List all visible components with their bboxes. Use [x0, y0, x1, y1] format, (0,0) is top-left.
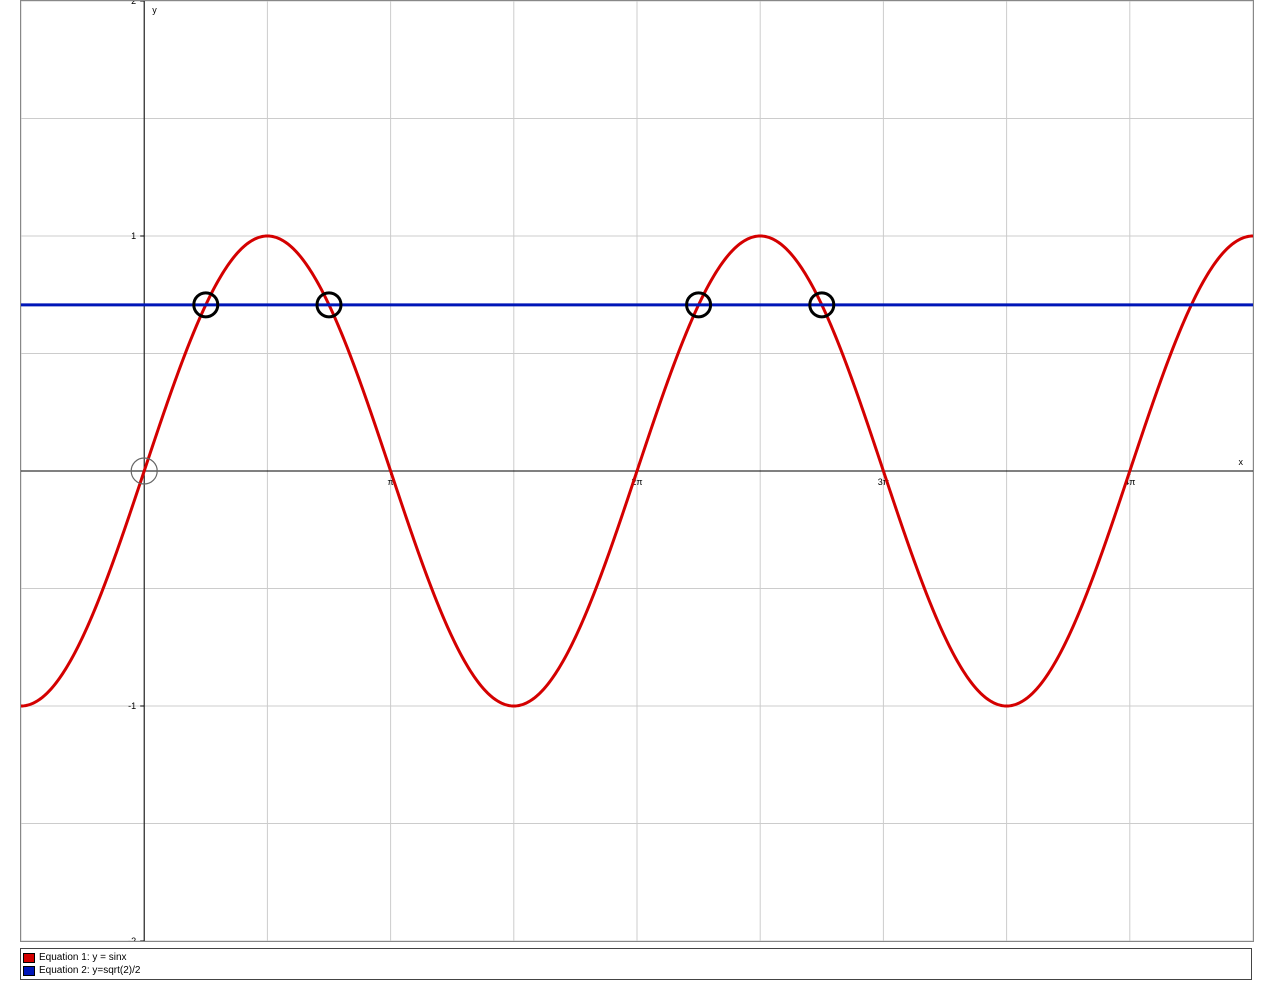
legend-item-eq1: Equation 1: y = sinx — [23, 951, 1249, 964]
svg-text:x: x — [1239, 457, 1244, 467]
legend-swatch-eq1 — [23, 953, 35, 963]
svg-text:-2: -2 — [128, 936, 136, 942]
legend-label-eq2: Equation 2: y=sqrt(2)/2 — [39, 964, 140, 977]
svg-text:2: 2 — [131, 0, 136, 6]
legend-item-eq2: Equation 2: y=sqrt(2)/2 — [23, 964, 1249, 977]
svg-text:y: y — [152, 5, 157, 15]
legend-label-eq1: Equation 1: y = sinx — [39, 951, 127, 964]
chart-svg: 21-1-2π2π3π4πxy — [20, 0, 1254, 942]
svg-text:1: 1 — [131, 231, 136, 241]
chart-container: 21-1-2π2π3π4πxy — [20, 0, 1254, 942]
legend-swatch-eq2 — [23, 966, 35, 976]
svg-text:-1: -1 — [128, 701, 136, 711]
legend-panel: Equation 1: y = sinx Equation 2: y=sqrt(… — [20, 948, 1252, 980]
